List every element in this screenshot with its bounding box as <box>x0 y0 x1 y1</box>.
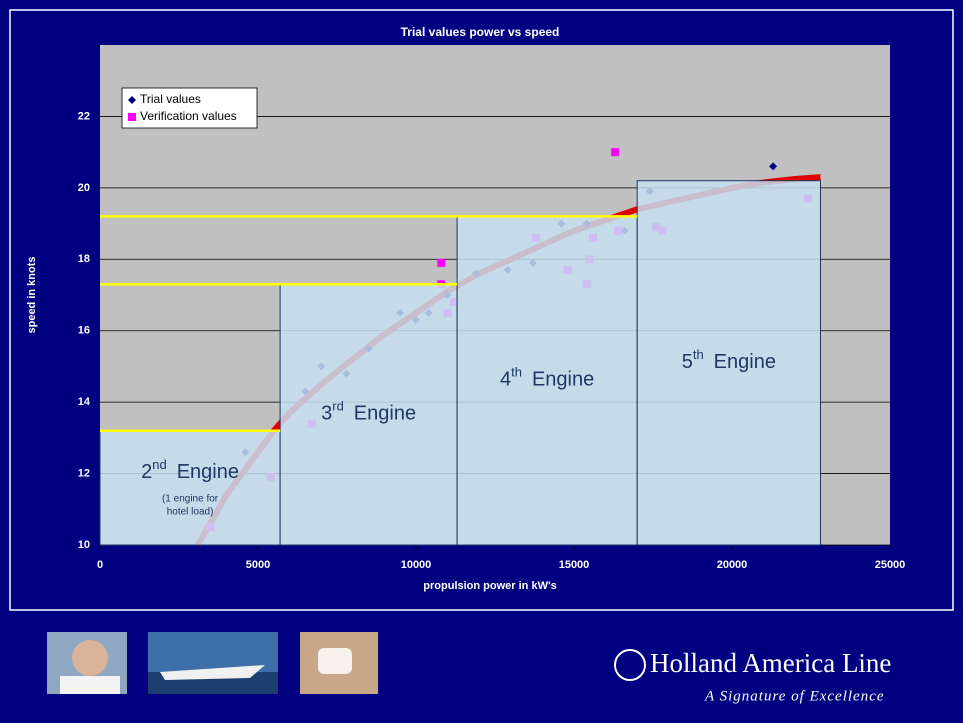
engine-label-suffix: rd <box>332 399 344 414</box>
x-tick-label: 25000 <box>875 559 906 571</box>
engine-label-number: 4 <box>500 369 511 391</box>
x-tick-label: 20000 <box>717 559 748 571</box>
engine-label-text: Engine <box>354 403 416 425</box>
x-axis-label: propulsion power in kW's <box>423 580 556 592</box>
photo-spa-towel <box>318 648 352 674</box>
engine-label: 5th Engine <box>682 347 776 373</box>
engine-label-text: Engine <box>532 369 594 391</box>
trial-point <box>769 162 778 171</box>
engine-label-suffix: nd <box>152 457 166 472</box>
plot: 10 12 14 16 18 20 22 0 5000 10000 15000 20000 25000 2… <box>78 45 906 571</box>
engine-box <box>99 430 281 546</box>
engine-label-number: 3 <box>321 403 332 425</box>
engine-label-number: 5 <box>682 351 693 373</box>
x-tick-label: 5000 <box>246 559 270 571</box>
y-tick-label: 18 <box>78 253 90 265</box>
y-tick-label: 10 <box>78 539 90 551</box>
legend-marker <box>128 96 136 104</box>
y-tick-label: 20 <box>78 182 90 194</box>
photo-ship-hull <box>160 665 265 680</box>
engine-label-suffix: th <box>511 365 522 380</box>
legend-label: Verification values <box>140 109 237 123</box>
legend-box <box>121 87 258 129</box>
brand-name: Holland America Line <box>650 648 891 678</box>
logo-emblem <box>614 649 646 681</box>
engine-label-suffix: th <box>693 347 704 362</box>
photo-face <box>72 640 108 676</box>
engine-label: 2nd Engine <box>141 457 239 483</box>
x-tick-label: 0 <box>97 559 103 571</box>
y-tick-label: 12 <box>78 467 90 479</box>
engine-label-text: Engine <box>177 461 239 483</box>
engine-box <box>279 283 458 546</box>
legend-marker <box>128 113 136 121</box>
footer: Holland America Line A Signature of Exce… <box>47 632 891 704</box>
engine-box <box>456 215 638 546</box>
engine-label-number: 2 <box>141 461 152 483</box>
legend: Trial values Verification values <box>121 87 258 129</box>
verification-point <box>611 148 620 157</box>
engine-label: 4th Engine <box>500 365 594 391</box>
engine-label-text: Engine <box>714 351 776 373</box>
x-tick-label: 15000 <box>559 559 590 571</box>
y-tick-label: 14 <box>78 396 91 408</box>
x-tick-label: 10000 <box>401 559 432 571</box>
engine-box <box>636 180 821 546</box>
brand-tagline: A Signature of Excellence <box>704 688 885 704</box>
y-tick-label: 22 <box>78 110 90 122</box>
legend-label: Trial values <box>140 92 201 106</box>
chart-title: Trial values power vs speed <box>401 25 560 39</box>
engine-note: hotel load) <box>167 506 214 517</box>
verification-point <box>437 258 446 267</box>
y-axis-label: speed in knots <box>26 256 38 333</box>
y-tick-label: 16 <box>78 325 90 337</box>
engine-note: (1 engine for <box>162 493 219 504</box>
photo-uniform <box>60 676 120 694</box>
engine-label: 3rd Engine <box>321 399 416 425</box>
